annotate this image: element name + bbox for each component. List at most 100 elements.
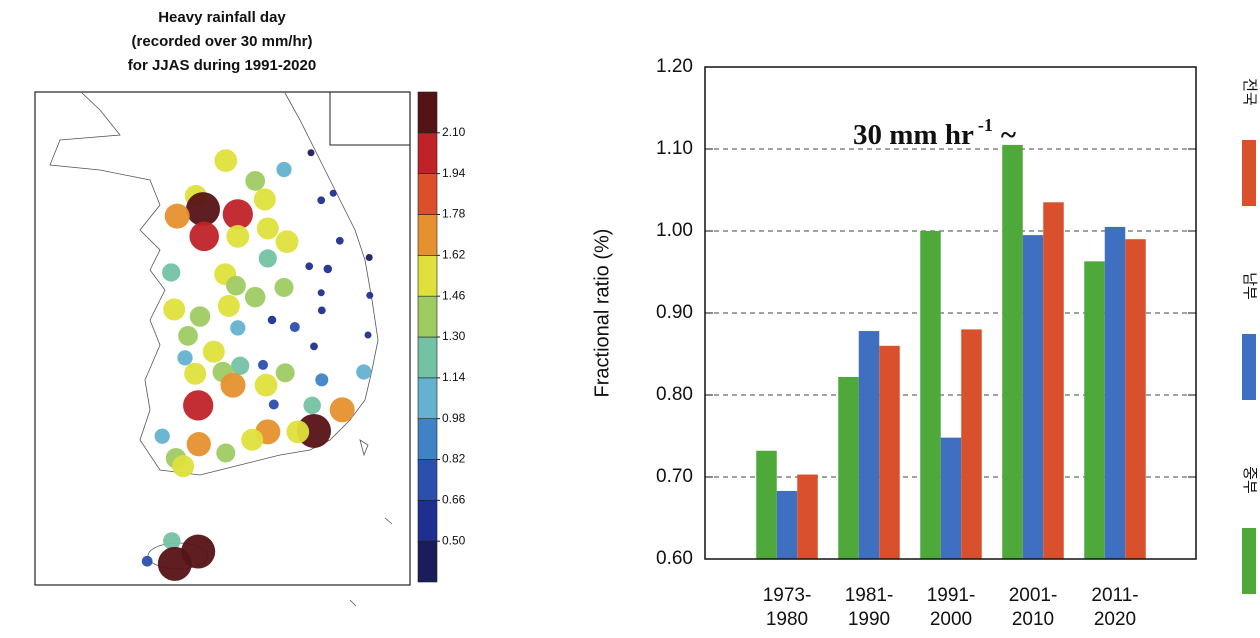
colorbar-cell (417, 336, 438, 379)
legend-label: 전국 (1241, 78, 1258, 106)
station-bubble (244, 286, 266, 308)
bar (776, 490, 798, 559)
station-bubble (162, 263, 181, 282)
y-tick-label: 0.60 (656, 548, 693, 569)
colorbar-cell (417, 295, 438, 338)
station-bubble (329, 397, 355, 423)
bar (838, 376, 859, 559)
station-bubble (202, 340, 225, 363)
bar (1043, 202, 1064, 560)
legend-swatch (1242, 140, 1256, 206)
colorbar-cell (417, 377, 438, 419)
y-tick-label: 0.80 (656, 384, 693, 405)
station-bubble (230, 320, 246, 336)
annotation: 30 mm hr -1 ~ (853, 115, 1016, 151)
station-bubble (226, 275, 246, 296)
station-bubble (189, 221, 219, 252)
inset-box (329, 91, 411, 146)
station-bubble (177, 350, 193, 366)
colorbar-tick-label: 1.14 (442, 370, 466, 384)
annotation-suffix: ~ (1001, 119, 1016, 151)
station-bubble (141, 555, 153, 567)
station-bubble (253, 188, 276, 211)
bar (756, 450, 777, 559)
station-bubble (163, 532, 181, 550)
station-bubble (258, 359, 268, 370)
x-tick-label: 1991- 2000 (926, 585, 976, 630)
station-bubble (189, 306, 211, 327)
station-bubble (329, 189, 337, 197)
station-bubble (164, 203, 190, 229)
map-title: (recorded over 30 mm/hr) (132, 33, 313, 50)
station-bubble (303, 396, 321, 415)
annotation-superscript: -1 (978, 115, 993, 135)
bar (858, 331, 880, 559)
station-bubble (186, 192, 220, 227)
colorbar-tick-label: 1.62 (442, 248, 466, 262)
station-bubble (365, 254, 373, 262)
station-bubble (267, 315, 277, 325)
station-bubble (245, 171, 266, 191)
station-bubble (216, 443, 236, 463)
bar (1022, 235, 1044, 559)
map-title: Heavy rainfall day (158, 9, 286, 26)
bar (797, 474, 818, 559)
station-bubble (172, 455, 195, 478)
station-bubble (184, 362, 207, 385)
bar (961, 329, 982, 559)
station-bubble (222, 199, 253, 230)
bar (920, 231, 941, 559)
colorbar-cell (417, 540, 438, 583)
station-bubble (275, 363, 295, 383)
colorbar-tick-label: 1.30 (442, 329, 466, 343)
station-bubble (305, 262, 314, 271)
map-frame (34, 91, 411, 586)
station-bubble (186, 432, 211, 457)
station-bubble (241, 428, 264, 451)
coastline (49, 92, 379, 476)
colorbar-cell (417, 255, 438, 297)
bar-panel: 30 mm hr -1 ~ Fractional ratio (%) (591, 115, 1016, 397)
station-bubble (258, 249, 277, 268)
station-bubble (183, 390, 214, 421)
bar (1104, 226, 1126, 559)
station-bubble (317, 289, 325, 297)
station-bubble (154, 428, 170, 444)
legend-swatch (1242, 334, 1256, 400)
station-bubble (254, 373, 278, 397)
x-tick-label: 1973- 1980 (762, 585, 812, 630)
bar (1084, 261, 1105, 559)
colorbar-tick-label: 1.46 (442, 288, 466, 302)
legend-swatch (1242, 528, 1256, 594)
y-tick-label: 0.70 (656, 466, 693, 487)
station-bubble (275, 230, 299, 254)
legend-label: 남부 (1241, 272, 1258, 300)
colorbar-tick-label: 2.10 (442, 125, 466, 139)
station-bubble (231, 356, 250, 375)
station-bubble (335, 236, 344, 245)
station-bubble (214, 149, 238, 173)
colorbar-cell (417, 459, 438, 501)
map-title: for JJAS during 1991-2020 (128, 57, 316, 74)
station-bubble (178, 325, 198, 346)
annotation-text: 30 mm hr (853, 119, 974, 151)
station-bubble (286, 420, 310, 444)
station-bubble (274, 277, 294, 297)
colorbar-cell (417, 214, 438, 256)
station-bubble (163, 298, 186, 321)
station-bubble (356, 364, 372, 380)
y-tick-label: 1.10 (656, 138, 693, 159)
colorbar-tick-label: 0.82 (442, 452, 466, 466)
station-bubble (256, 217, 279, 240)
y-axis-label: Fractional ratio (%) (591, 229, 613, 398)
colorbar-tick-label: 1.94 (442, 166, 466, 180)
colorbar-cell (417, 173, 438, 215)
x-tick-label: 2001- 2010 (1008, 585, 1058, 630)
station-bubble (276, 161, 292, 178)
colorbar-cell (417, 418, 438, 460)
y-tick-label: 0.90 (656, 302, 693, 323)
map-panel: Heavy rainfall day (recorded over 30 mm/… (34, 9, 411, 607)
station-bubble (317, 306, 326, 315)
